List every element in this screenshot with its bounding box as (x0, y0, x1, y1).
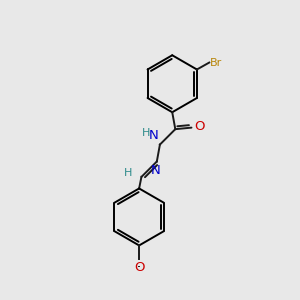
Text: N: N (148, 129, 158, 142)
Text: H: H (142, 128, 151, 138)
Text: N: N (151, 164, 161, 177)
Text: O: O (195, 120, 205, 134)
Text: Br: Br (210, 58, 222, 68)
Text: H: H (124, 168, 132, 178)
Text: O: O (134, 261, 144, 274)
